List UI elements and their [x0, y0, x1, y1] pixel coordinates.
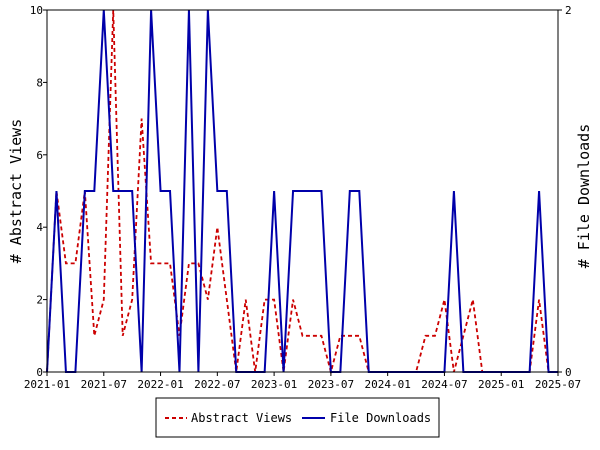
y-left-tick-label: 8	[36, 76, 43, 89]
y-left-axis-label: # Abstract Views	[7, 119, 25, 264]
plot-frame	[46, 9, 559, 373]
y-right-axis-ticks: 02	[558, 4, 572, 379]
x-tick-label: 2022-07	[194, 378, 240, 391]
x-tick-label: 2021-01	[24, 378, 70, 391]
y-left-tick-label: 0	[36, 366, 43, 379]
x-tick-label: 2025-07	[535, 378, 581, 391]
y-left-tick-label: 6	[36, 149, 43, 162]
x-tick-label: 2023-01	[251, 378, 297, 391]
y-right-axis-label: # File Downloads	[575, 124, 593, 269]
x-tick-label: 2025-01	[478, 378, 524, 391]
legend-label-file-downloads: File Downloads	[330, 411, 431, 425]
series-line-abstract-views	[46, 9, 558, 376]
x-tick-label: 2021-07	[81, 378, 127, 391]
y-left-axis-ticks: 0 2 4 6 8 10	[30, 4, 47, 379]
x-tick-label: 2022-01	[137, 378, 183, 391]
legend-box	[155, 397, 440, 438]
x-tick-label: 2023-07	[308, 378, 354, 391]
y-left-tick-label: 2	[36, 294, 43, 307]
y-left-tick-label: 10	[30, 4, 43, 17]
x-tick-label: 2024-07	[421, 378, 467, 391]
x-tick-label: 2024-01	[364, 378, 410, 391]
legend-label-abstract-views: Abstract Views	[191, 411, 292, 425]
x-axis-ticks: 2021-01 2021-07 2022-01 2022-07 2023-01 2023-…	[24, 372, 581, 391]
y-right-tick-label: 2	[565, 4, 572, 17]
y-left-tick-label: 4	[36, 221, 43, 234]
legend: Abstract Views File Downloads	[155, 397, 440, 438]
y-right-tick-label: 0	[565, 366, 572, 379]
